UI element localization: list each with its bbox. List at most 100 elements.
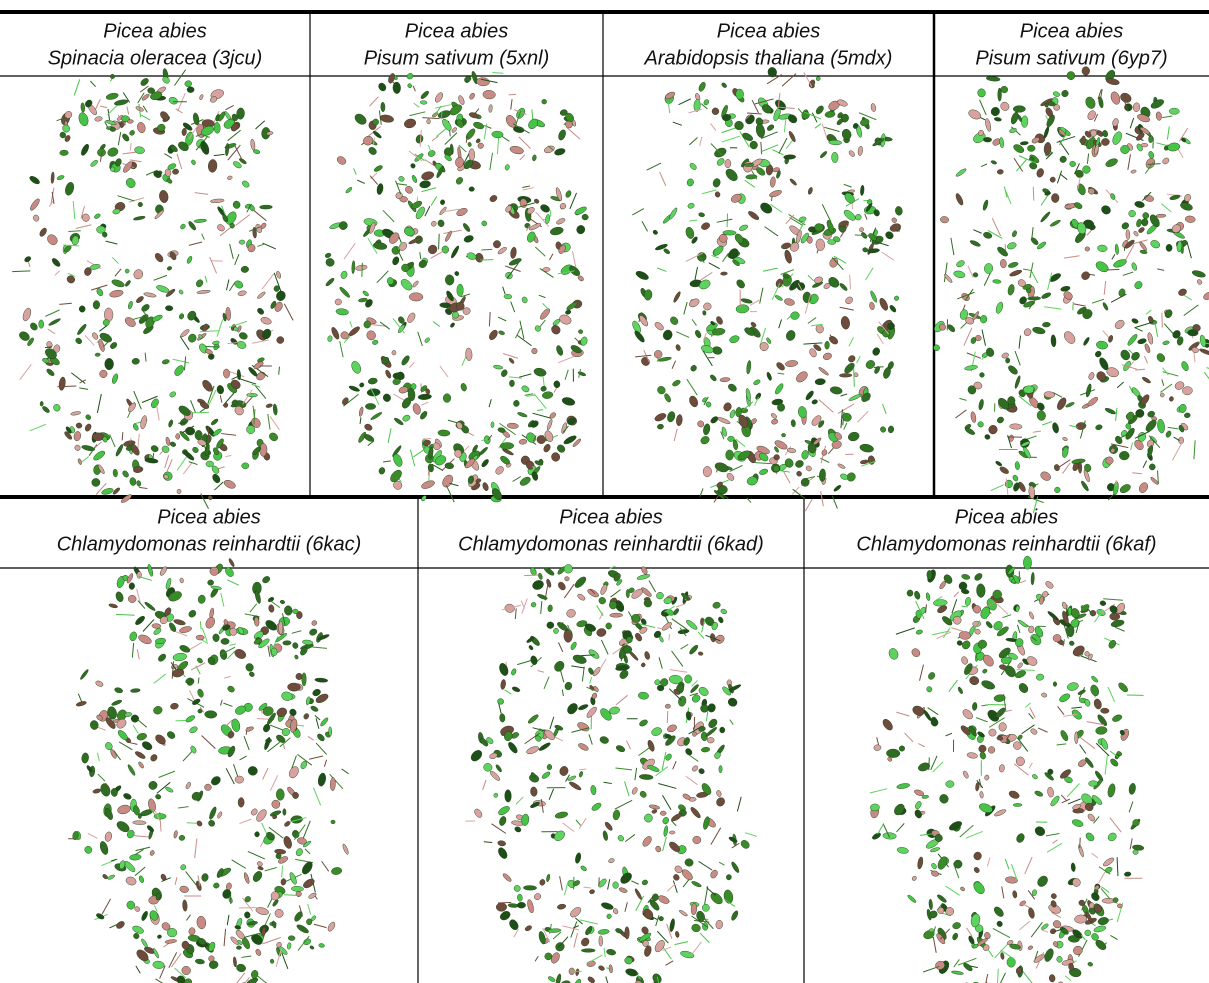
coil [509, 94, 517, 95]
helix [481, 220, 488, 227]
helix [392, 350, 397, 355]
helix [791, 419, 796, 427]
helix [1089, 684, 1100, 697]
helix [564, 576, 569, 581]
helix [961, 656, 969, 665]
coil [838, 404, 854, 414]
helix [524, 925, 532, 932]
helix [56, 175, 64, 181]
helix [136, 480, 141, 487]
coil [157, 405, 160, 420]
helix [182, 900, 187, 912]
helix [441, 118, 453, 132]
helix [1073, 201, 1083, 210]
coil [808, 318, 816, 324]
coil [1033, 187, 1034, 201]
helix [703, 303, 711, 311]
coil [189, 642, 202, 650]
helix [1039, 470, 1052, 482]
helix [232, 200, 241, 209]
helix [747, 210, 760, 221]
helix [109, 289, 124, 298]
coil [134, 836, 148, 837]
helix [1128, 210, 1135, 217]
coil [1162, 368, 1168, 375]
helix [577, 593, 587, 602]
coil [90, 81, 95, 87]
coil [1187, 242, 1191, 258]
helix [255, 906, 269, 916]
helix [125, 269, 129, 273]
helix [276, 789, 284, 801]
helix [281, 878, 287, 885]
coil [991, 485, 1004, 491]
helix [951, 970, 964, 975]
helix [368, 377, 378, 384]
helix [997, 169, 1004, 174]
helix [364, 423, 374, 432]
helix [339, 286, 351, 299]
helix [1077, 844, 1084, 857]
helix [115, 591, 125, 603]
helix [541, 99, 547, 105]
helix [666, 411, 676, 423]
coil [220, 395, 222, 402]
helix [127, 301, 133, 310]
helix [988, 729, 996, 737]
coil [191, 663, 205, 670]
coil [1047, 843, 1062, 852]
helix [489, 194, 499, 203]
coil [282, 953, 288, 969]
helix [625, 927, 630, 940]
helix [523, 885, 536, 890]
helix [841, 128, 853, 141]
coil [241, 956, 251, 957]
coil [224, 929, 226, 946]
panel-species: Picea abies [1020, 20, 1123, 42]
helix [517, 902, 526, 908]
coil [949, 680, 958, 692]
helix [1062, 329, 1077, 345]
helix [721, 82, 728, 89]
helix [615, 744, 626, 753]
helix [308, 892, 317, 900]
coil [558, 356, 574, 363]
coil [1131, 442, 1133, 450]
helix [911, 875, 917, 881]
coil [244, 736, 249, 750]
helix [626, 589, 630, 598]
helix [236, 946, 241, 950]
helix [553, 380, 560, 388]
helix [137, 201, 143, 207]
helix [359, 382, 365, 388]
helix [177, 489, 182, 494]
coil [702, 190, 717, 194]
helix [315, 678, 328, 683]
panel-species: Picea abies [405, 20, 508, 42]
coil [1025, 703, 1030, 708]
coil [571, 666, 584, 668]
helix [507, 423, 519, 429]
helix [1141, 376, 1151, 384]
coil [173, 359, 189, 363]
helix [699, 435, 710, 446]
helix [207, 819, 216, 828]
helix [1109, 91, 1121, 106]
helix [857, 146, 863, 156]
coil [1019, 336, 1021, 349]
helix [759, 468, 769, 476]
coil [1017, 670, 1035, 671]
helix [128, 595, 136, 603]
helix [547, 975, 556, 982]
coil [662, 795, 671, 810]
helix [223, 479, 237, 490]
helix [443, 394, 451, 403]
helix [1066, 681, 1079, 691]
helix [1077, 689, 1086, 696]
helix [1141, 218, 1148, 226]
helix [777, 403, 785, 411]
coil [254, 210, 267, 221]
coil [167, 459, 172, 471]
coil [524, 575, 538, 576]
coil [582, 667, 584, 682]
